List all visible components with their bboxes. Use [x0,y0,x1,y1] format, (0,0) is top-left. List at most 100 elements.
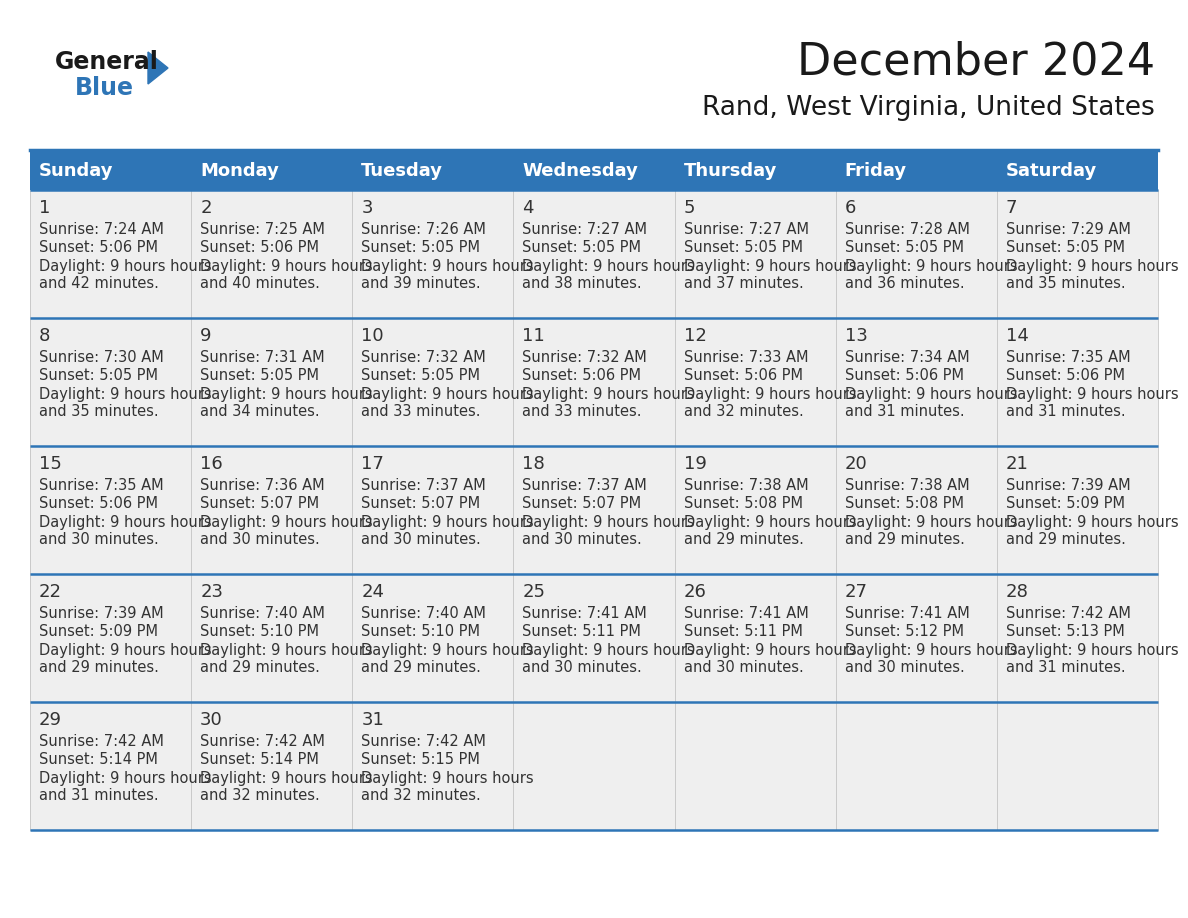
Text: and 29 minutes.: and 29 minutes. [1006,532,1126,547]
Text: Sunrise: 7:39 AM: Sunrise: 7:39 AM [39,607,164,621]
Text: 21: 21 [1006,455,1029,473]
Text: Sunset: 5:05 PM: Sunset: 5:05 PM [845,241,963,255]
Text: Sunset: 5:09 PM: Sunset: 5:09 PM [1006,497,1125,511]
Text: Saturday: Saturday [1006,162,1097,180]
Text: 7: 7 [1006,199,1017,217]
Bar [191,152,353,190]
Text: and 30 minutes.: and 30 minutes. [523,660,643,676]
Text: Sunrise: 7:30 AM: Sunrise: 7:30 AM [39,351,164,365]
Text: and 37 minutes.: and 37 minutes. [683,276,803,292]
Text: and 29 minutes.: and 29 minutes. [683,532,803,547]
Text: Sunrise: 7:27 AM: Sunrise: 7:27 AM [683,222,809,238]
Text: and 30 minutes.: and 30 minutes. [683,660,803,676]
Text: 31: 31 [361,711,384,729]
Text: Daylight: 9 hours hours: Daylight: 9 hours hours [39,770,211,786]
Text: and 31 minutes.: and 31 minutes. [1006,660,1125,676]
Text: Sunrise: 7:32 AM: Sunrise: 7:32 AM [361,351,486,365]
Text: 14: 14 [1006,327,1029,345]
Text: Sunrise: 7:31 AM: Sunrise: 7:31 AM [200,351,324,365]
Text: Daylight: 9 hours hours: Daylight: 9 hours hours [683,643,857,657]
Bar [675,152,835,190]
Text: Daylight: 9 hours hours: Daylight: 9 hours hours [523,514,695,530]
Text: Sunrise: 7:38 AM: Sunrise: 7:38 AM [683,478,808,494]
Text: Sunrise: 7:38 AM: Sunrise: 7:38 AM [845,478,969,494]
Text: 11: 11 [523,327,545,345]
Text: Sunset: 5:05 PM: Sunset: 5:05 PM [523,241,642,255]
Text: Sunset: 5:06 PM: Sunset: 5:06 PM [845,368,963,384]
Text: Sunrise: 7:41 AM: Sunrise: 7:41 AM [523,607,647,621]
Bar [30,574,1158,702]
Text: Daylight: 9 hours hours: Daylight: 9 hours hours [845,514,1017,530]
Text: 12: 12 [683,327,707,345]
Text: Sunrise: 7:27 AM: Sunrise: 7:27 AM [523,222,647,238]
Text: Sunrise: 7:33 AM: Sunrise: 7:33 AM [683,351,808,365]
Text: and 36 minutes.: and 36 minutes. [845,276,965,292]
Text: Sunset: 5:07 PM: Sunset: 5:07 PM [361,497,480,511]
Text: Sunrise: 7:42 AM: Sunrise: 7:42 AM [1006,607,1131,621]
Text: Daylight: 9 hours hours: Daylight: 9 hours hours [200,386,373,401]
Text: Daylight: 9 hours hours: Daylight: 9 hours hours [845,259,1017,274]
Polygon shape [148,52,168,84]
Text: Daylight: 9 hours hours: Daylight: 9 hours hours [361,643,533,657]
Bar [30,190,1158,318]
Text: Sunrise: 7:42 AM: Sunrise: 7:42 AM [361,734,486,749]
Text: and 30 minutes.: and 30 minutes. [523,532,643,547]
Text: 17: 17 [361,455,384,473]
Text: Sunrise: 7:24 AM: Sunrise: 7:24 AM [39,222,164,238]
Bar [30,152,191,190]
Text: Sunrise: 7:37 AM: Sunrise: 7:37 AM [523,478,647,494]
Text: Sunrise: 7:40 AM: Sunrise: 7:40 AM [361,607,486,621]
Text: Sunset: 5:06 PM: Sunset: 5:06 PM [1006,368,1125,384]
Bar [30,702,1158,830]
Text: 5: 5 [683,199,695,217]
Text: 10: 10 [361,327,384,345]
Text: Daylight: 9 hours hours: Daylight: 9 hours hours [361,770,533,786]
Text: Daylight: 9 hours hours: Daylight: 9 hours hours [1006,643,1178,657]
Text: and 31 minutes.: and 31 minutes. [1006,405,1125,420]
Text: and 42 minutes.: and 42 minutes. [39,276,159,292]
Text: Sunset: 5:11 PM: Sunset: 5:11 PM [683,624,802,640]
Text: and 32 minutes.: and 32 minutes. [361,789,481,803]
Text: Daylight: 9 hours hours: Daylight: 9 hours hours [683,259,857,274]
Text: Daylight: 9 hours hours: Daylight: 9 hours hours [683,514,857,530]
Text: Friday: Friday [845,162,906,180]
Text: December 2024: December 2024 [797,40,1155,84]
Text: Tuesday: Tuesday [361,162,443,180]
Text: Daylight: 9 hours hours: Daylight: 9 hours hours [39,643,211,657]
Text: Sunset: 5:15 PM: Sunset: 5:15 PM [361,753,480,767]
Text: Daylight: 9 hours hours: Daylight: 9 hours hours [1006,514,1178,530]
Text: Daylight: 9 hours hours: Daylight: 9 hours hours [1006,386,1178,401]
Text: and 32 minutes.: and 32 minutes. [683,405,803,420]
Text: 27: 27 [845,583,867,601]
Text: and 29 minutes.: and 29 minutes. [200,660,320,676]
Bar [353,152,513,190]
Text: and 29 minutes.: and 29 minutes. [845,532,965,547]
Text: 24: 24 [361,583,384,601]
Text: Sunset: 5:08 PM: Sunset: 5:08 PM [845,497,963,511]
Text: Sunrise: 7:40 AM: Sunrise: 7:40 AM [200,607,326,621]
Text: and 31 minutes.: and 31 minutes. [39,789,159,803]
Text: Sunday: Sunday [39,162,114,180]
Text: Sunset: 5:08 PM: Sunset: 5:08 PM [683,497,803,511]
Text: Sunrise: 7:36 AM: Sunrise: 7:36 AM [200,478,324,494]
Text: Sunset: 5:07 PM: Sunset: 5:07 PM [523,497,642,511]
Text: Sunset: 5:10 PM: Sunset: 5:10 PM [200,624,320,640]
Text: Sunset: 5:05 PM: Sunset: 5:05 PM [361,368,480,384]
Text: Daylight: 9 hours hours: Daylight: 9 hours hours [523,386,695,401]
Text: and 40 minutes.: and 40 minutes. [200,276,320,292]
Text: Daylight: 9 hours hours: Daylight: 9 hours hours [845,386,1017,401]
Text: Sunrise: 7:35 AM: Sunrise: 7:35 AM [1006,351,1131,365]
Text: Sunrise: 7:25 AM: Sunrise: 7:25 AM [200,222,326,238]
Text: Blue: Blue [75,76,134,100]
Text: Daylight: 9 hours hours: Daylight: 9 hours hours [39,514,211,530]
Text: Sunrise: 7:39 AM: Sunrise: 7:39 AM [1006,478,1131,494]
Text: 19: 19 [683,455,707,473]
Text: Sunset: 5:09 PM: Sunset: 5:09 PM [39,624,158,640]
Text: Daylight: 9 hours hours: Daylight: 9 hours hours [361,514,533,530]
Text: and 35 minutes.: and 35 minutes. [1006,276,1125,292]
Text: 2: 2 [200,199,211,217]
Text: Daylight: 9 hours hours: Daylight: 9 hours hours [200,770,373,786]
Text: Sunset: 5:05 PM: Sunset: 5:05 PM [361,241,480,255]
Text: Sunset: 5:11 PM: Sunset: 5:11 PM [523,624,642,640]
Text: Daylight: 9 hours hours: Daylight: 9 hours hours [683,386,857,401]
